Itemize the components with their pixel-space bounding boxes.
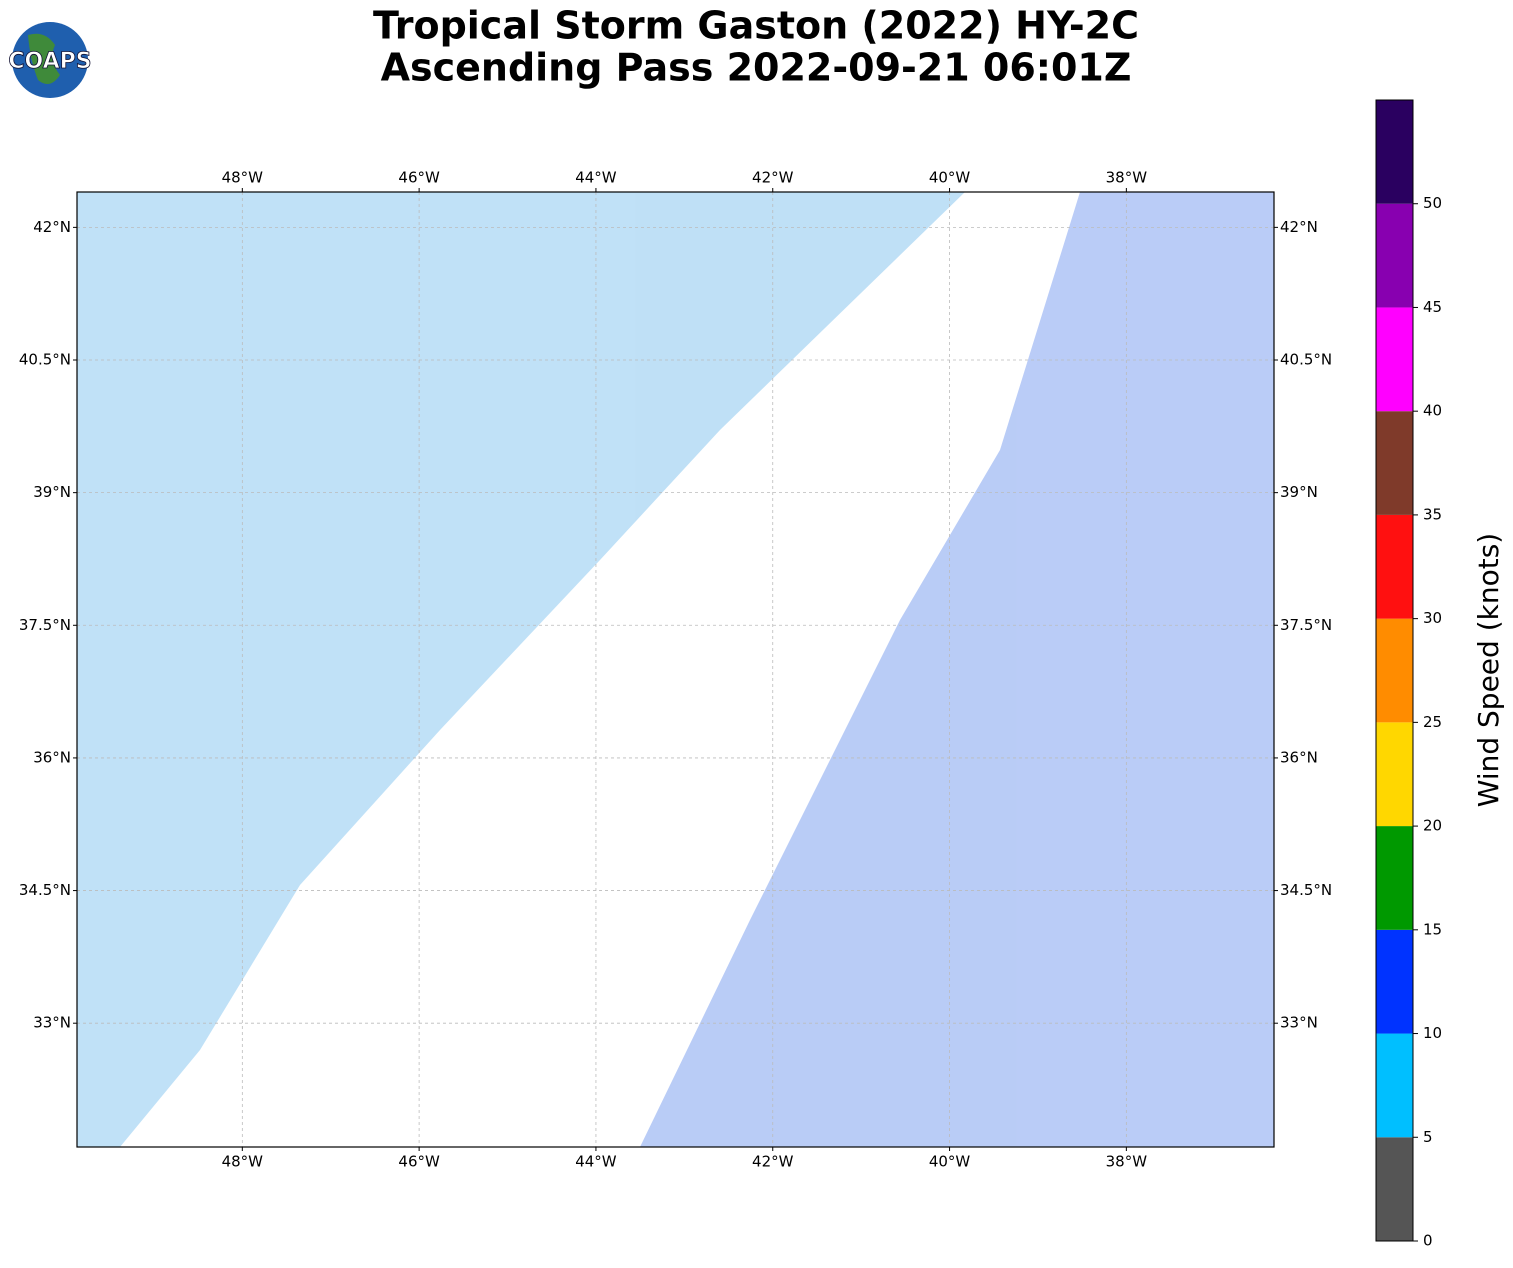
y-tick-label: 37.5°N — [19, 616, 71, 634]
x-tick-label: 44°W — [575, 169, 617, 187]
colorbar-bin — [1376, 826, 1413, 930]
y-tick-label: 34.5°N — [19, 881, 71, 899]
colorbar-tick-label: 25 — [1423, 713, 1442, 731]
logo: COAPS — [8, 22, 92, 98]
y-tick-label: 33°N — [1280, 1014, 1318, 1032]
colorbar-tick-label: 45 — [1423, 298, 1442, 316]
y-tick-label: 37.5°N — [1280, 616, 1332, 634]
colorbar-tick-label: 5 — [1423, 1128, 1433, 1146]
x-tick-label: 42°W — [752, 1153, 794, 1171]
y-tick-label: 39°N — [33, 483, 71, 501]
colorbar-bin — [1376, 1033, 1413, 1138]
colorbar-tick-label: 35 — [1423, 505, 1442, 523]
x-tick-label: 48°W — [222, 1153, 264, 1171]
colorbar-bin — [1376, 100, 1413, 204]
colorbar-bin — [1376, 929, 1413, 1034]
colorbar-bin — [1376, 411, 1413, 515]
colorbar-bin — [1376, 722, 1413, 827]
colorbar-tick-label: 30 — [1423, 609, 1442, 627]
y-tick-label: 34.5°N — [1280, 881, 1332, 899]
colorbar-tick-label: 15 — [1423, 920, 1442, 938]
colorbar-bin — [1376, 203, 1413, 308]
colorbar-frame — [1375, 99, 1414, 1242]
colorbar-bin — [1376, 307, 1413, 412]
colorbar-label: Wind Speed (knots) — [1472, 533, 1505, 807]
grid — [77, 192, 1274, 1147]
colorbar-bin — [1376, 1137, 1413, 1241]
x-tick-label: 48°W — [222, 169, 264, 187]
colorbar-tick-label: 20 — [1423, 817, 1442, 835]
y-tick-label: 36°N — [33, 748, 71, 766]
y-tick-label: 42°N — [1280, 218, 1318, 236]
chart-title: Tropical Storm Gaston (2022) HY-2C — [373, 4, 1139, 48]
y-tick-label: 36°N — [1280, 748, 1318, 766]
swath-west — [77, 192, 965, 1147]
colorbar-bin — [1376, 514, 1413, 619]
y-tick-label: 40.5°N — [1280, 351, 1332, 369]
x-tick-label: 42°W — [752, 169, 794, 187]
x-tick-label: 40°W — [929, 1153, 971, 1171]
colorbar-tick-label: 40 — [1423, 402, 1442, 420]
x-tick-label: 38°W — [1106, 1153, 1148, 1171]
y-tick-label: 39°N — [1280, 483, 1318, 501]
chart-subtitle: Ascending Pass 2022-09-21 06:01Z — [381, 46, 1132, 90]
logo-land — [28, 33, 60, 84]
y-tick-label: 40.5°N — [19, 351, 71, 369]
x-tick-label: 38°W — [1106, 169, 1148, 187]
colorbar-tick-label: 10 — [1423, 1024, 1442, 1042]
colorbar-bin — [1376, 618, 1413, 723]
logo-text: COAPS — [8, 49, 91, 74]
x-tick-label: 40°W — [929, 169, 971, 187]
x-tick-label: 46°W — [398, 169, 440, 187]
colorbar-tick-label: 50 — [1423, 194, 1442, 212]
swaths — [77, 192, 1274, 1147]
y-tick-label: 42°N — [33, 218, 71, 236]
map-frame — [76, 191, 1275, 1148]
y-tick-label: 33°N — [33, 1014, 71, 1032]
x-tick-label: 46°W — [398, 1153, 440, 1171]
colorbar-tick-label: 0 — [1423, 1232, 1433, 1250]
x-tick-label: 44°W — [575, 1153, 617, 1171]
swath-east — [640, 192, 1274, 1147]
